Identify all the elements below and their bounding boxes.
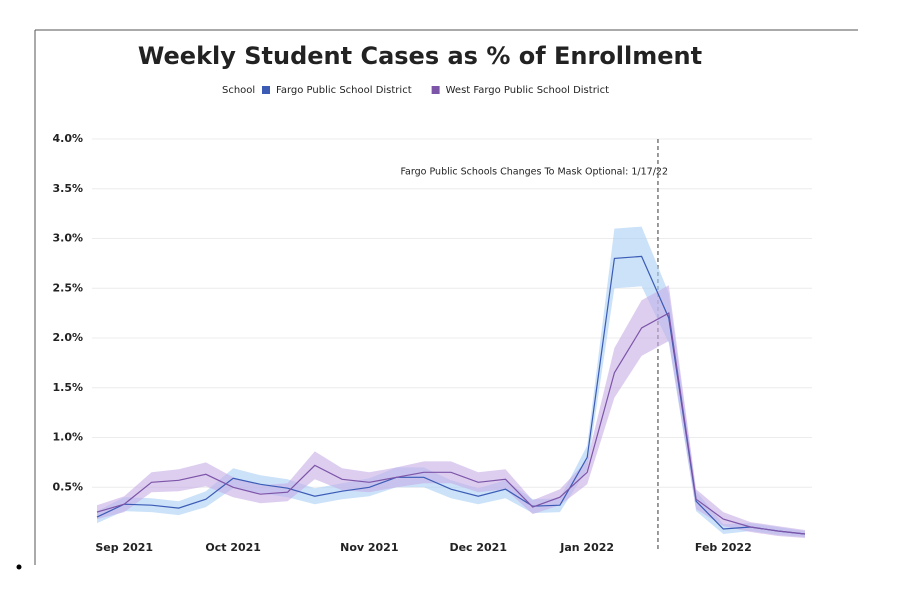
x-tick-label: Nov 2021 [340, 541, 398, 554]
y-tick-label: 4.0% [52, 132, 83, 145]
y-tick-label: 2.0% [52, 331, 83, 344]
y-tick-label: 0.5% [52, 480, 83, 493]
confidence-band [97, 226, 805, 537]
x-tick-label: Sep 2021 [95, 541, 153, 554]
legend-label: West Fargo Public School District [446, 85, 609, 96]
legend-title: School [222, 85, 255, 96]
annotation: Fargo Public Schools Changes To Mask Opt… [400, 167, 668, 178]
bullet [16, 564, 22, 570]
y-tick-label: 3.5% [52, 182, 83, 195]
legend-swatch [262, 86, 270, 94]
x-tick-label: Oct 2021 [205, 541, 261, 554]
confidence-band [97, 285, 805, 538]
legend: Fargo Public School District West Fargo P… [262, 85, 609, 96]
y-tick-label: 1.5% [52, 381, 83, 394]
legend-swatch [431, 86, 440, 94]
y-tick-label: 3.0% [52, 232, 83, 245]
chart-title: Weekly Student Cases as % of Enrollment [138, 42, 702, 70]
series-line [96, 312, 806, 535]
x-tick-label: Dec 2021 [449, 541, 507, 554]
legend-label: Fargo Public School District [276, 85, 412, 96]
y-tick-label: 2.5% [52, 281, 83, 294]
x-tick-label: Jan 2022 [559, 541, 614, 554]
x-tick-label: Feb 2022 [695, 541, 752, 554]
y-tick-label: 1.0% [52, 431, 83, 444]
